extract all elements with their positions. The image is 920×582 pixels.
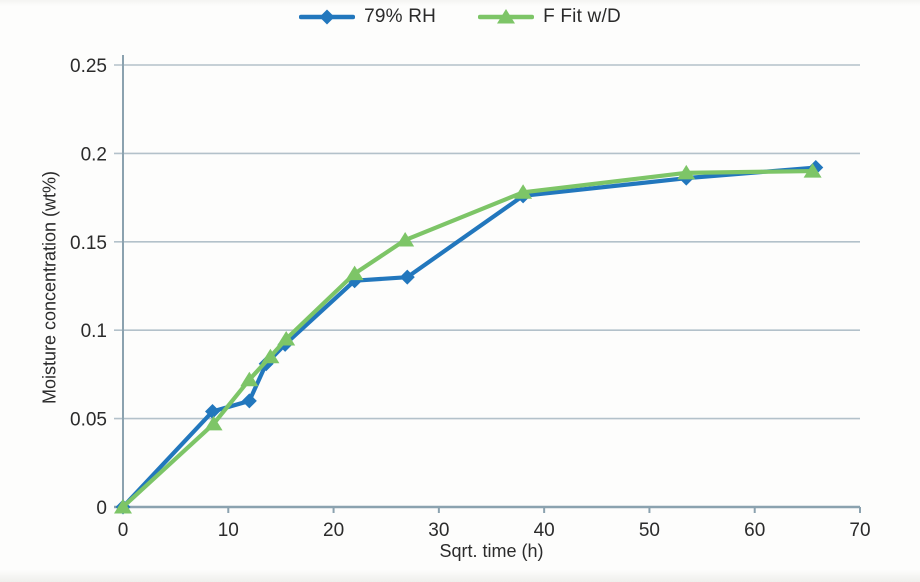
series-f-fit-w-d: [114, 163, 822, 514]
y-tick-label: 0: [96, 498, 107, 519]
legend-swatch-marker: [497, 9, 516, 24]
y-tick-label: 0.05: [70, 410, 107, 431]
legend-swatch-svg: [478, 9, 535, 24]
data-point-marker: [396, 232, 415, 247]
data-point-marker: [204, 415, 223, 431]
data-point-marker: [241, 393, 257, 409]
legend-label-ffit: F Fit w/D: [543, 6, 621, 27]
y-tick-label: 0.25: [70, 56, 107, 77]
data-point-marker: [514, 184, 533, 199]
legend-label-79rh: 79% RH: [364, 6, 437, 27]
chart-legend: 79% RH F Fit w/D: [0, 6, 920, 28]
series-line: [120, 165, 818, 510]
x-tick-label: 0: [118, 520, 129, 541]
y-tick-label: 0.1: [81, 321, 107, 342]
y-tick-label: 0.2: [81, 144, 107, 165]
data-point-marker: [803, 163, 822, 178]
data-point-marker: [345, 265, 364, 281]
triangle-marker-icon: [478, 7, 535, 27]
legend-swatch-marker: [319, 9, 335, 25]
data-point-marker: [204, 404, 220, 420]
x-tick-label: 10: [218, 520, 239, 541]
y-tick-label: 0.15: [70, 233, 107, 254]
data-point-marker: [114, 499, 132, 514]
legend-swatch-svg: [299, 9, 356, 25]
legend-item-79rh: 79% RH: [299, 6, 436, 28]
diamond-marker-icon: [299, 7, 356, 27]
data-point-marker: [261, 348, 280, 364]
data-point-marker: [277, 331, 296, 346]
x-tick-label: 40: [534, 520, 555, 541]
data-point-marker: [240, 371, 259, 387]
y-axis-title: Moisture concentration (wt%): [39, 170, 60, 405]
x-tick-label: 60: [744, 520, 765, 541]
data-point-marker: [399, 269, 415, 285]
x-axis-title: Sqrt. time (h): [439, 541, 544, 561]
x-tick-label: 20: [323, 520, 344, 541]
series-line: [120, 168, 815, 510]
data-point-marker: [677, 164, 696, 180]
legend-item-ffit: F Fit w/D: [478, 6, 621, 28]
x-tick-label: 50: [639, 520, 660, 541]
x-tick-label: 70: [849, 520, 870, 541]
x-tick-label: 30: [428, 520, 449, 541]
